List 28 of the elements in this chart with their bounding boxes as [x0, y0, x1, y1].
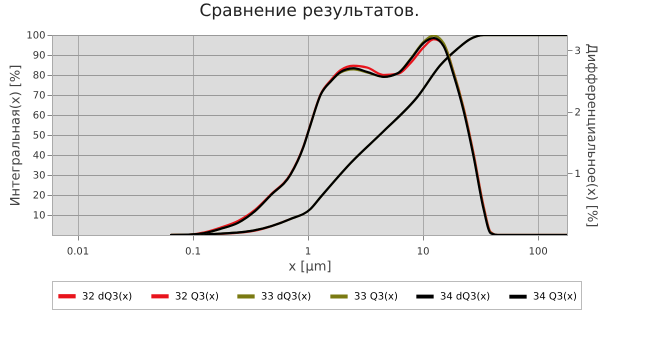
legend-label: 32 dQ3(x): [82, 291, 132, 302]
y2-axis-title: Дифференциальное(x) [%]: [584, 44, 599, 228]
x-axis-title: x [µm]: [288, 260, 332, 274]
chart-title: Сравнение результатов.: [200, 1, 420, 21]
legend-label: 34 dQ3(x): [440, 292, 490, 303]
x-tick-label: 1: [304, 246, 312, 258]
y-tick-label: 50: [32, 130, 46, 142]
y2-tick-label: 1: [574, 168, 581, 180]
y-axis-title: Интегральная(x) [%]: [8, 64, 24, 206]
x-tick-label: 0.1: [185, 246, 201, 258]
y2-tick-label: 3: [574, 46, 581, 57]
y-tick-label: 20: [32, 190, 46, 202]
y-tick-label: 60: [32, 110, 46, 122]
y-tick-label: 70: [32, 90, 46, 102]
legend-label: 32 Q3(x): [175, 291, 219, 302]
y-tick-label: 40: [32, 150, 46, 162]
legend-label: 33 dQ3(x): [261, 291, 312, 302]
x-tick-label: 0.01: [66, 246, 90, 258]
y-tick-label: 30: [32, 170, 46, 182]
y-tick-label: 90: [32, 50, 46, 62]
x-tick-label: 100: [528, 246, 548, 258]
legend-label: 34 Q3(x): [533, 292, 577, 303]
y-tick-label: 10: [32, 210, 46, 222]
y-tick-label: 100: [26, 30, 46, 42]
y-tick-label: 80: [32, 70, 46, 82]
y2-tick-label: 2: [574, 107, 581, 118]
legend-label: 33 Q3(x): [354, 292, 398, 303]
x-tick-label: 10: [416, 246, 430, 258]
